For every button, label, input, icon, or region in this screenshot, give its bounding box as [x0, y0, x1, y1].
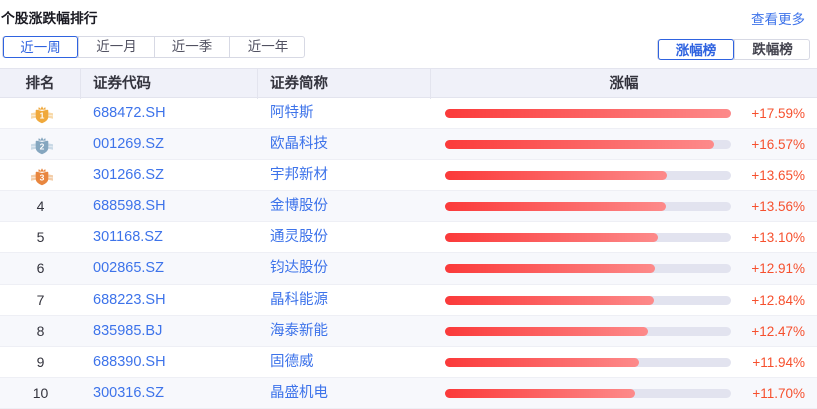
svg-text:1: 1 [39, 110, 44, 120]
svg-text:2: 2 [39, 141, 44, 151]
svg-text:3: 3 [39, 172, 44, 182]
